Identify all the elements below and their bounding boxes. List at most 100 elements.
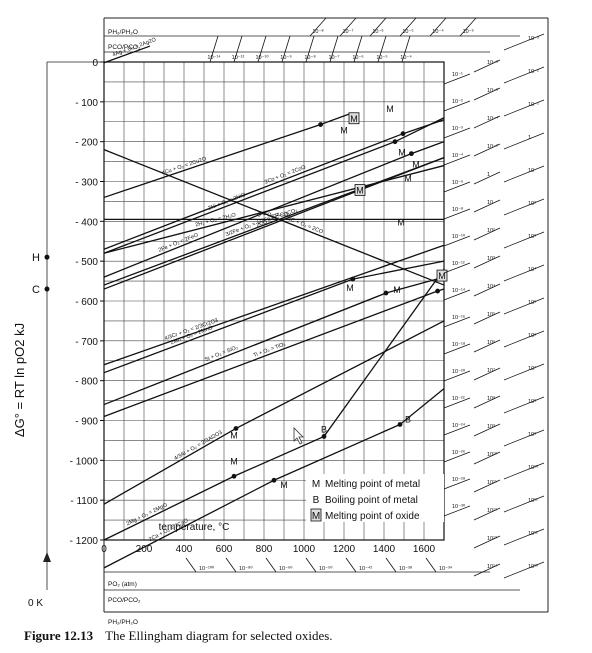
y-tick-label: - 800 [75,377,98,388]
right-ratio-tick: 10¹⁰ [487,451,498,458]
top-scale-line [305,35,315,63]
right-po2-tick: 10⁻¹ [452,72,463,78]
right-scale-line [473,115,501,129]
right-ratio-tick: 10⁻⁶ [487,87,498,94]
top-po2-tick: 10⁻¹⁰ [255,54,269,61]
bottom-po2-tick: 10⁻⁶⁰ [279,565,293,572]
top-po2-tick: 10⁻¹² [232,55,245,61]
y-tick-label: - 1100 [70,496,98,507]
right-ratio-tick: 10⁵ [528,299,536,306]
right-po2-tick: 10⁻²⁴ [452,422,466,429]
right-scale-line [473,395,501,409]
transition-point [233,426,239,431]
right-ratio-tick: 10⁴ [487,283,496,290]
right-po2-tick: 10⁻¹⁸ [452,341,465,348]
x-tick-label: 1600 [413,544,436,555]
right-scale-line [503,231,545,249]
y-tick-label: - 1000 [70,456,99,467]
right-scale-line [443,424,471,436]
right-scale-line [443,478,471,490]
series-label: 4/3Al + O₂ = 2/3Al2O3 [173,430,223,462]
right-po2-tick: 10⁻⁸ [452,206,463,213]
transition-label: M [230,456,238,466]
series-label: C + O₂ = CO₂ [257,212,290,218]
right-scale-line [503,66,545,84]
right-po2-tick: 10⁻¹⁰ [452,233,466,240]
transition-point [321,434,327,439]
oxide-marker-box [436,269,448,282]
bottom-scale-line [425,557,437,573]
legend-symbol-box [310,508,322,522]
oxide-marker-box [348,112,360,125]
right-ratio-tick: 10⁴ [528,266,537,273]
top-ratio-tick: 10⁻⁵ [402,28,413,35]
legend-text: Melting point of oxide [325,511,420,522]
right-scale-line [443,235,471,247]
right-scale-line [473,451,501,465]
top-ratio-1-label: PH₂/PH₂O [108,29,138,36]
y-tick-label: - 300 [75,178,98,189]
top-scale-line [309,17,327,37]
oxide-marker-box [354,184,366,196]
right-po2-tick: 10⁻¹⁴ [452,287,466,294]
right-ratio-tick: 10² [528,201,536,207]
top-po2-tick: 10⁻⁹ [280,54,291,61]
series-line [103,268,445,541]
right-ratio-tick: 10¹² [528,531,538,537]
bottom-po2-tick: 10⁻⁴² [359,565,372,572]
transition-point [350,276,356,282]
oxide-marker-label: M [350,114,358,124]
top-scale-line [329,35,339,63]
x-tick-label: 200 [136,544,153,555]
x-tick-label: 0 [101,544,107,555]
legend-text: Melting point of metal [325,479,420,490]
left-marker-label: H [32,252,40,264]
right-scale-line [443,73,471,85]
bottom-scale-line [225,557,237,573]
y-tick-label: - 500 [75,257,98,268]
top-scale-line [257,35,267,63]
bottom-scale-line [185,557,197,573]
transition-label: B [405,414,411,424]
right-scale-line [473,339,501,353]
y-tick-label: - 100 [75,98,98,109]
top-scale-line [369,17,387,37]
x-tick-label: 1200 [333,544,356,555]
right-scale-line [443,127,471,139]
right-ratio-tick: 10¹² [487,508,497,514]
right-ratio-tick: 10⁶ [528,332,536,339]
right-scale-line [473,479,501,493]
right-scale-line [503,132,545,150]
transition-label: M [230,430,238,440]
right-scale-line [503,462,545,480]
legend-symbol: M [312,511,320,522]
y-tick-label: 0 [92,58,98,69]
right-scale-line [473,143,501,157]
top-po2-tick: 10⁻⁴ [400,54,412,61]
right-scale-line [503,363,545,381]
right-scale-line [443,370,471,382]
right-scale-line [503,99,545,117]
left-marker-label: C [32,284,40,296]
transition-label: M [398,148,406,158]
bottom-ratio-1-label: PCO/PCO₂ [108,597,141,604]
right-scale-line [443,505,471,517]
right-po2-tick: 10⁻¹⁶ [452,314,465,321]
right-ratio-tick: 10⁸ [487,395,495,402]
bottom-po2-label: PO₂ (atm) [108,581,137,588]
top-po2-tick: 10⁻⁶ [352,54,363,61]
right-po2-tick: 10⁻⁶ [452,179,463,186]
transition-point [318,122,323,127]
right-po2-tick: 10⁻²⁶ [452,449,465,456]
transition-point [383,290,389,296]
top-scale-line [401,35,411,63]
transition-point [400,131,406,137]
transition-point [231,473,237,479]
right-scale-line [503,198,545,216]
series-line [103,149,445,286]
oxide-marker-label: M [356,185,364,195]
right-scale-line [473,423,501,437]
x-tick-label: 1000 [293,544,316,555]
right-ratio-tick: 10⁶ [487,339,495,346]
right-scale-line [443,289,471,301]
